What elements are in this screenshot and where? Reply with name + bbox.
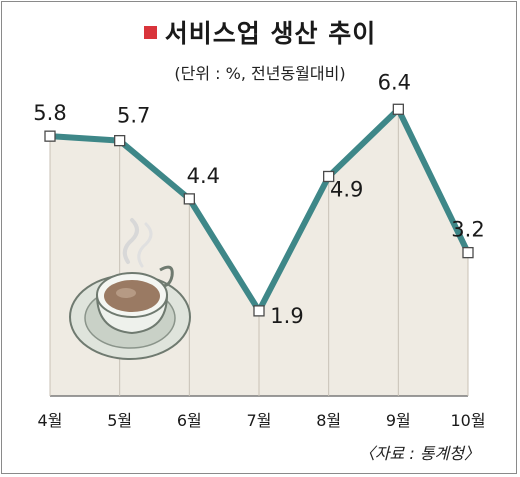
x-tick-labels: 4월 5월 6월 7월 8월 9월 10월 — [38, 411, 486, 430]
data-point-4 — [253, 305, 265, 317]
x-tick-2: 5월 — [107, 411, 132, 430]
x-tick-5: 8월 — [316, 411, 341, 430]
data-label-5: 4.9 — [330, 177, 363, 201]
data-points — [44, 103, 474, 317]
chart-subtitle: (단위 : %, 전년동월대비) — [174, 64, 346, 83]
x-tick-7: 10월 — [450, 411, 485, 430]
coffee-cup-icon — [69, 218, 191, 360]
data-point-2 — [114, 134, 126, 147]
data-label-6: 6.4 — [378, 70, 411, 94]
data-label-2: 5.7 — [117, 104, 150, 128]
title-marker-icon — [143, 26, 157, 39]
data-point-5 — [323, 170, 335, 183]
source-note: 〈자료 : 통계청〉 — [358, 444, 480, 463]
chart-title-text: 서비스업 생산 추이 — [164, 19, 377, 48]
data-point-1 — [44, 130, 56, 142]
data-labels: 5.8 5.7 4.4 1.9 4.9 6.4 3.2 — [33, 70, 484, 328]
chart-title: 서비스업 생산 추이 — [0, 14, 520, 50]
data-label-7: 3.2 — [451, 218, 484, 242]
x-tick-6: 9월 — [386, 411, 411, 430]
data-point-7 — [462, 246, 474, 259]
data-label-3: 4.4 — [187, 164, 220, 188]
data-point-3 — [183, 193, 195, 205]
data-point-6 — [392, 103, 404, 115]
x-tick-3: 6월 — [177, 411, 202, 430]
x-tick-1: 4월 — [38, 411, 63, 430]
data-label-1: 5.8 — [33, 101, 66, 125]
x-tick-4: 7월 — [247, 411, 272, 430]
data-label-4: 1.9 — [270, 304, 303, 328]
